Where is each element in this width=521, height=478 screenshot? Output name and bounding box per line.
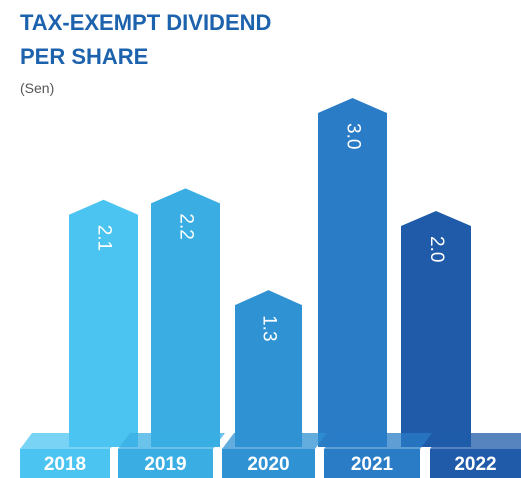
base-strip xyxy=(430,433,521,449)
bar xyxy=(235,290,302,447)
value-label: 2.0 xyxy=(426,236,447,262)
bar xyxy=(318,98,387,447)
base-strip xyxy=(20,433,122,449)
year-box xyxy=(118,449,213,478)
x-tick-label: 2019 xyxy=(144,454,186,475)
value-label: 1.3 xyxy=(258,315,279,341)
bar xyxy=(401,211,471,447)
value-label: 3.0 xyxy=(342,123,363,149)
base-strip xyxy=(222,433,327,449)
year-box xyxy=(222,449,315,478)
x-tick-label: 2022 xyxy=(454,454,496,475)
x-tick-label: 2020 xyxy=(247,454,289,475)
year-box xyxy=(20,449,110,478)
bar xyxy=(69,199,138,447)
value-label: 2.2 xyxy=(175,213,196,239)
base-strip xyxy=(324,433,432,449)
chart-title: PER SHARE xyxy=(20,44,148,69)
year-box xyxy=(324,449,420,478)
x-tick-label: 2021 xyxy=(351,454,394,475)
bar xyxy=(151,188,220,447)
year-box xyxy=(430,449,521,478)
chart-subtitle: (Sen) xyxy=(20,80,54,96)
x-tick-label: 2018 xyxy=(44,454,86,475)
base-strip xyxy=(118,433,225,449)
chart-title: TAX-EXEMPT DIVIDEND xyxy=(20,10,271,35)
value-label: 2.1 xyxy=(93,225,114,251)
